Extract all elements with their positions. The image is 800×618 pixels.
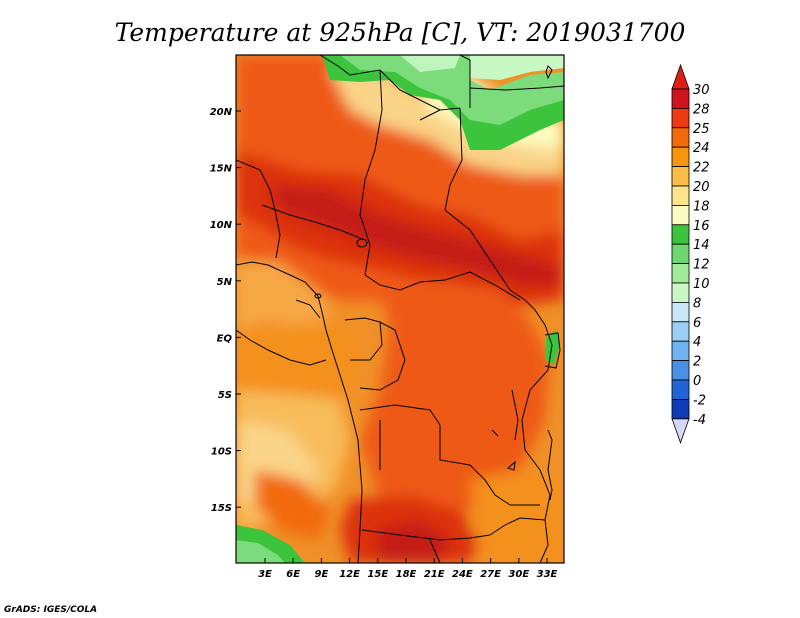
colorbar-top-triangle <box>671 63 690 90</box>
colorbar-label: 20 <box>693 180 710 195</box>
longitude-ticks: 3E 6E 9E 12E 15E 18E 21E 24E 27E 30E 33E <box>258 558 558 580</box>
colorbar-swatch <box>671 185 690 206</box>
lat-tick-label: 15N <box>210 164 233 175</box>
colorbar-swatch <box>671 127 690 148</box>
lon-tick-label: 12E <box>339 569 360 580</box>
colorbar-label: 30 <box>693 83 710 98</box>
country-borders <box>236 55 564 563</box>
field-congo-warm <box>360 280 550 520</box>
colorbar-label: 12 <box>693 258 710 273</box>
colorbar-label: 22 <box>693 161 710 176</box>
colorbar-label: 2 <box>693 355 701 370</box>
colorbar-label: 25 <box>693 122 710 137</box>
lat-tick-label: 15S <box>211 503 232 514</box>
lon-tick-label: 21E <box>424 569 445 580</box>
colorbar-swatch <box>671 263 690 284</box>
field-namibia-coast <box>255 470 330 540</box>
lon-tick-label: 24E <box>452 569 473 580</box>
colorbar-swatch <box>671 146 690 167</box>
field-north-lightgreen <box>340 55 564 125</box>
colorbar-label: 0 <box>693 374 701 389</box>
lat-tick-label: 10N <box>210 220 233 231</box>
lon-tick-label: 30E <box>508 569 529 580</box>
lon-tick-label: 33E <box>537 569 558 580</box>
colorbar-label: 16 <box>693 219 710 234</box>
temperature-field <box>236 55 564 563</box>
lat-tick-label: 10S <box>211 447 232 458</box>
colorbar-swatch <box>671 166 690 187</box>
colorbar-swatch <box>671 360 690 381</box>
colorbar-swatch <box>671 108 690 129</box>
lat-tick-label: EQ <box>217 333 233 344</box>
lat-tick-label: 5N <box>217 277 233 288</box>
field-sw-lightgreen <box>236 540 285 563</box>
lakes <box>314 65 553 501</box>
credit-text: GrADS: IGES/COLA <box>4 605 97 615</box>
lon-tick-label: 6E <box>286 569 300 580</box>
field-westafrica-cool <box>236 260 330 330</box>
field-kalahari-core <box>375 520 450 563</box>
field-north-green <box>322 55 564 150</box>
colorbar-label: -4 <box>693 413 706 428</box>
colorbar-swatch <box>671 204 690 226</box>
colorbar-swatch <box>671 321 690 342</box>
colorbar-label: 28 <box>693 102 710 117</box>
lat-tick-label: 20N <box>210 107 233 118</box>
field-coast-mild <box>236 320 360 410</box>
colorbar-swatch <box>671 224 690 245</box>
lon-tick-label: 3E <box>258 569 272 580</box>
colorbar-swatch <box>671 379 690 400</box>
colorbar-label: 6 <box>693 316 701 331</box>
map-frame <box>235 54 565 564</box>
lon-tick-label: 9E <box>315 569 329 580</box>
colorbar-label: 10 <box>693 277 710 292</box>
field-northeast-palegreen <box>470 55 564 80</box>
colorbar-bottom-triangle <box>671 418 690 444</box>
latitude-ticks: 20N 15N 10N 5N EQ 5S 10S 15S <box>210 107 241 514</box>
lat-tick-label: 5S <box>218 390 232 401</box>
field-north-yellow <box>330 70 564 175</box>
colorbar-swatch <box>671 398 690 420</box>
colorbar-label: 24 <box>693 141 710 156</box>
lon-tick-label: 18E <box>396 569 417 580</box>
map-title: Temperature at 925hPa [C], VT: 201903170… <box>115 18 686 47</box>
colorbar-swatch <box>671 243 690 264</box>
colorbar-swatch <box>671 340 690 362</box>
colorbar-swatch <box>671 301 690 323</box>
colorbar-label: 8 <box>693 296 701 311</box>
colorbar-label: 4 <box>693 335 701 350</box>
colorbar-swatch <box>671 282 690 303</box>
lon-tick-label: 27E <box>480 569 501 580</box>
field-east-mild <box>470 470 564 563</box>
field-sahel-core <box>270 185 560 285</box>
colorbar-label: -2 <box>693 393 706 408</box>
lon-tick-label: 15E <box>367 569 388 580</box>
colorbar-label: 14 <box>693 238 710 253</box>
colorbar-swatch <box>671 88 690 109</box>
colorbar-label: 18 <box>693 199 710 214</box>
